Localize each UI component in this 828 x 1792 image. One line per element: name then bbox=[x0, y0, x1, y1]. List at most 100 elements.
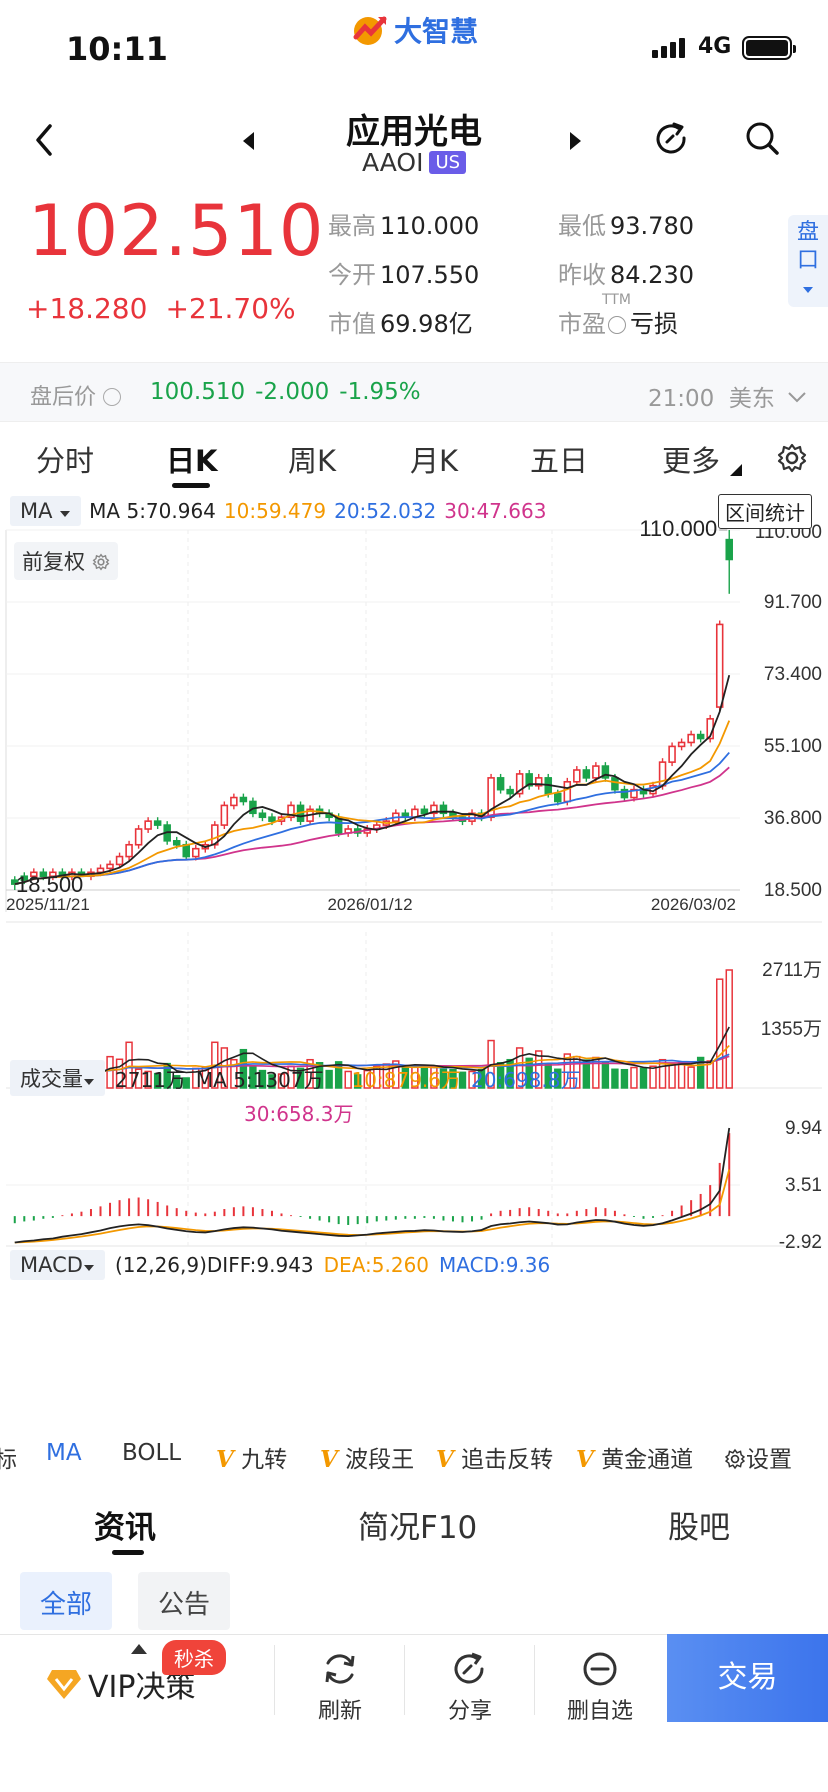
ma-indicator-selector[interactable]: MA bbox=[10, 496, 82, 526]
tab-news[interactable]: 资讯 bbox=[94, 1510, 156, 1546]
ma5-line bbox=[14, 674, 731, 885]
volume-ma20: 20:698.8万 bbox=[471, 1067, 581, 1092]
tab-daily-k[interactable]: 日K bbox=[166, 444, 218, 478]
price-change: +18.280 +21.70% bbox=[26, 292, 296, 325]
tab-f10[interactable]: 简况F10 bbox=[358, 1510, 478, 1546]
volume-indicator-selector[interactable]: 成交量 bbox=[10, 1060, 105, 1096]
tab-weekly-k[interactable]: 周K bbox=[288, 444, 337, 478]
filter-all[interactable]: 全部 bbox=[20, 1572, 113, 1630]
candle-body bbox=[668, 745, 676, 763]
volume-bar bbox=[506, 1058, 514, 1089]
macd-value: MACD:9.36 bbox=[439, 1253, 551, 1277]
low-value: 93.780 bbox=[610, 212, 694, 240]
indicator-settings[interactable]: 设置 bbox=[724, 1440, 792, 1474]
search-button[interactable] bbox=[744, 120, 784, 164]
candle-body bbox=[39, 871, 48, 878]
volume-bar bbox=[563, 1053, 571, 1089]
indicator-boduanwang[interactable]: V 波段王 bbox=[320, 1440, 414, 1474]
ma30-value: 30:47.663 bbox=[444, 499, 547, 523]
macd-legend: MACD (12,26,9)DIFF:9.943 DEA:5.260 MACD:… bbox=[10, 1250, 550, 1280]
refresh-quote-button[interactable] bbox=[652, 120, 692, 164]
macd-indicator-selector[interactable]: MACD bbox=[10, 1250, 105, 1280]
open-value: 107.550 bbox=[380, 261, 480, 289]
back-icon bbox=[36, 124, 52, 156]
candle-body bbox=[592, 765, 600, 779]
adjust-selector[interactable]: 前复权 bbox=[14, 542, 118, 580]
tab-monthly-k[interactable]: 月K bbox=[410, 444, 459, 478]
candle-body bbox=[115, 855, 124, 866]
candle-body bbox=[525, 773, 533, 787]
candle-body bbox=[220, 804, 229, 826]
prev-stock-button[interactable] bbox=[240, 130, 264, 156]
share-button[interactable]: 分享 bbox=[420, 1635, 520, 1725]
date-axis-label: 2026/01/12 bbox=[327, 895, 412, 914]
candle-body bbox=[420, 808, 429, 815]
volume-bar bbox=[677, 1061, 686, 1089]
candle-body bbox=[258, 812, 267, 819]
low-label: 最低 bbox=[558, 212, 606, 240]
indicator-jiuzhuan[interactable]: V 九转 bbox=[216, 1440, 287, 1474]
back-button[interactable] bbox=[30, 120, 66, 164]
low-stat: 最低 93.780 bbox=[558, 206, 694, 241]
volume-indicator-label: 成交量 bbox=[20, 1067, 83, 1091]
volume-bar bbox=[639, 1067, 648, 1089]
volume-bar bbox=[134, 1068, 143, 1089]
candle-body bbox=[134, 828, 143, 846]
volume-bar bbox=[630, 1066, 638, 1089]
ma10-line bbox=[14, 720, 731, 885]
main-legend: MA MA 5:70.964 10:59.479 20:52.032 30:47… bbox=[10, 496, 546, 526]
tab-intraday[interactable]: 分时 bbox=[36, 444, 95, 478]
indicator-huangjin[interactable]: V 黄金通道 bbox=[576, 1440, 693, 1474]
range-stats-button[interactable]: 区间统计 bbox=[718, 494, 812, 529]
signal-icon bbox=[652, 38, 685, 58]
caret-up-icon bbox=[131, 1644, 147, 1654]
next-stock-button[interactable] bbox=[568, 130, 592, 156]
brand-icon bbox=[353, 16, 387, 45]
order-book-toggle[interactable]: 盘口 bbox=[788, 215, 828, 307]
indicator-ma[interactable]: MA bbox=[46, 1440, 82, 1466]
price-axis-label: 36.800 bbox=[764, 808, 822, 829]
indicator-cut[interactable]: 标 bbox=[0, 1447, 17, 1473]
volume-bar bbox=[125, 1041, 133, 1089]
chart-settings-icon[interactable] bbox=[776, 442, 808, 474]
volume-bar bbox=[601, 1061, 610, 1089]
vip-decision-button[interactable]: VIP决策 bbox=[46, 1662, 195, 1706]
tab-more[interactable]: 更多 bbox=[662, 444, 721, 478]
volume-bar bbox=[354, 1074, 362, 1089]
kline-chart[interactable]: 110.00091.70073.40055.10036.80018.500202… bbox=[0, 492, 828, 1424]
volume-bar bbox=[306, 1058, 314, 1089]
trade-button[interactable]: 交易 bbox=[667, 1634, 828, 1722]
volume-bar bbox=[458, 1071, 467, 1089]
caret-down-icon bbox=[83, 1265, 94, 1271]
after-hours-percent: -1.95% bbox=[339, 379, 421, 405]
indicator-zhuiji[interactable]: V 追击反转 bbox=[436, 1440, 553, 1474]
refresh-icon bbox=[325, 1654, 355, 1684]
candle-body bbox=[182, 843, 190, 858]
tab-five-day[interactable]: 五日 bbox=[530, 444, 589, 478]
candle-body bbox=[192, 847, 200, 858]
macd-indicator-label: MACD bbox=[20, 1253, 83, 1277]
volume-bar bbox=[611, 1068, 619, 1089]
dea-line bbox=[14, 1169, 731, 1244]
candle-body bbox=[439, 804, 448, 815]
stock-name: 应用光电 bbox=[346, 112, 482, 152]
macd-axis-label: -2.92 bbox=[779, 1232, 822, 1253]
volume-bar bbox=[620, 1068, 629, 1089]
expand-up-icon[interactable] bbox=[130, 1640, 148, 1659]
price-axis-label: 18.500 bbox=[764, 880, 822, 901]
remove-watchlist-button[interactable]: 删自选 bbox=[550, 1635, 650, 1725]
volume-bar bbox=[315, 1062, 324, 1089]
indicator-jiuzhuan-label: 九转 bbox=[241, 1447, 288, 1473]
info-circle-icon[interactable] bbox=[103, 388, 122, 406]
refresh-button[interactable]: 刷新 bbox=[290, 1635, 390, 1725]
price-axis-label: 55.100 bbox=[764, 736, 822, 757]
volume-bar bbox=[449, 1068, 457, 1089]
tab-forum[interactable]: 股吧 bbox=[668, 1510, 730, 1546]
after-hours-time[interactable]: 21:00 美东 bbox=[648, 379, 808, 413]
volume-bar bbox=[687, 1066, 695, 1089]
ma20-value: 20:52.032 bbox=[334, 499, 437, 523]
triangle-right-icon bbox=[570, 132, 581, 150]
indicator-boll[interactable]: BOLL bbox=[122, 1440, 182, 1466]
after-hours-change: -2.000 bbox=[255, 379, 330, 405]
filter-announcements[interactable]: 公告 bbox=[138, 1572, 231, 1630]
